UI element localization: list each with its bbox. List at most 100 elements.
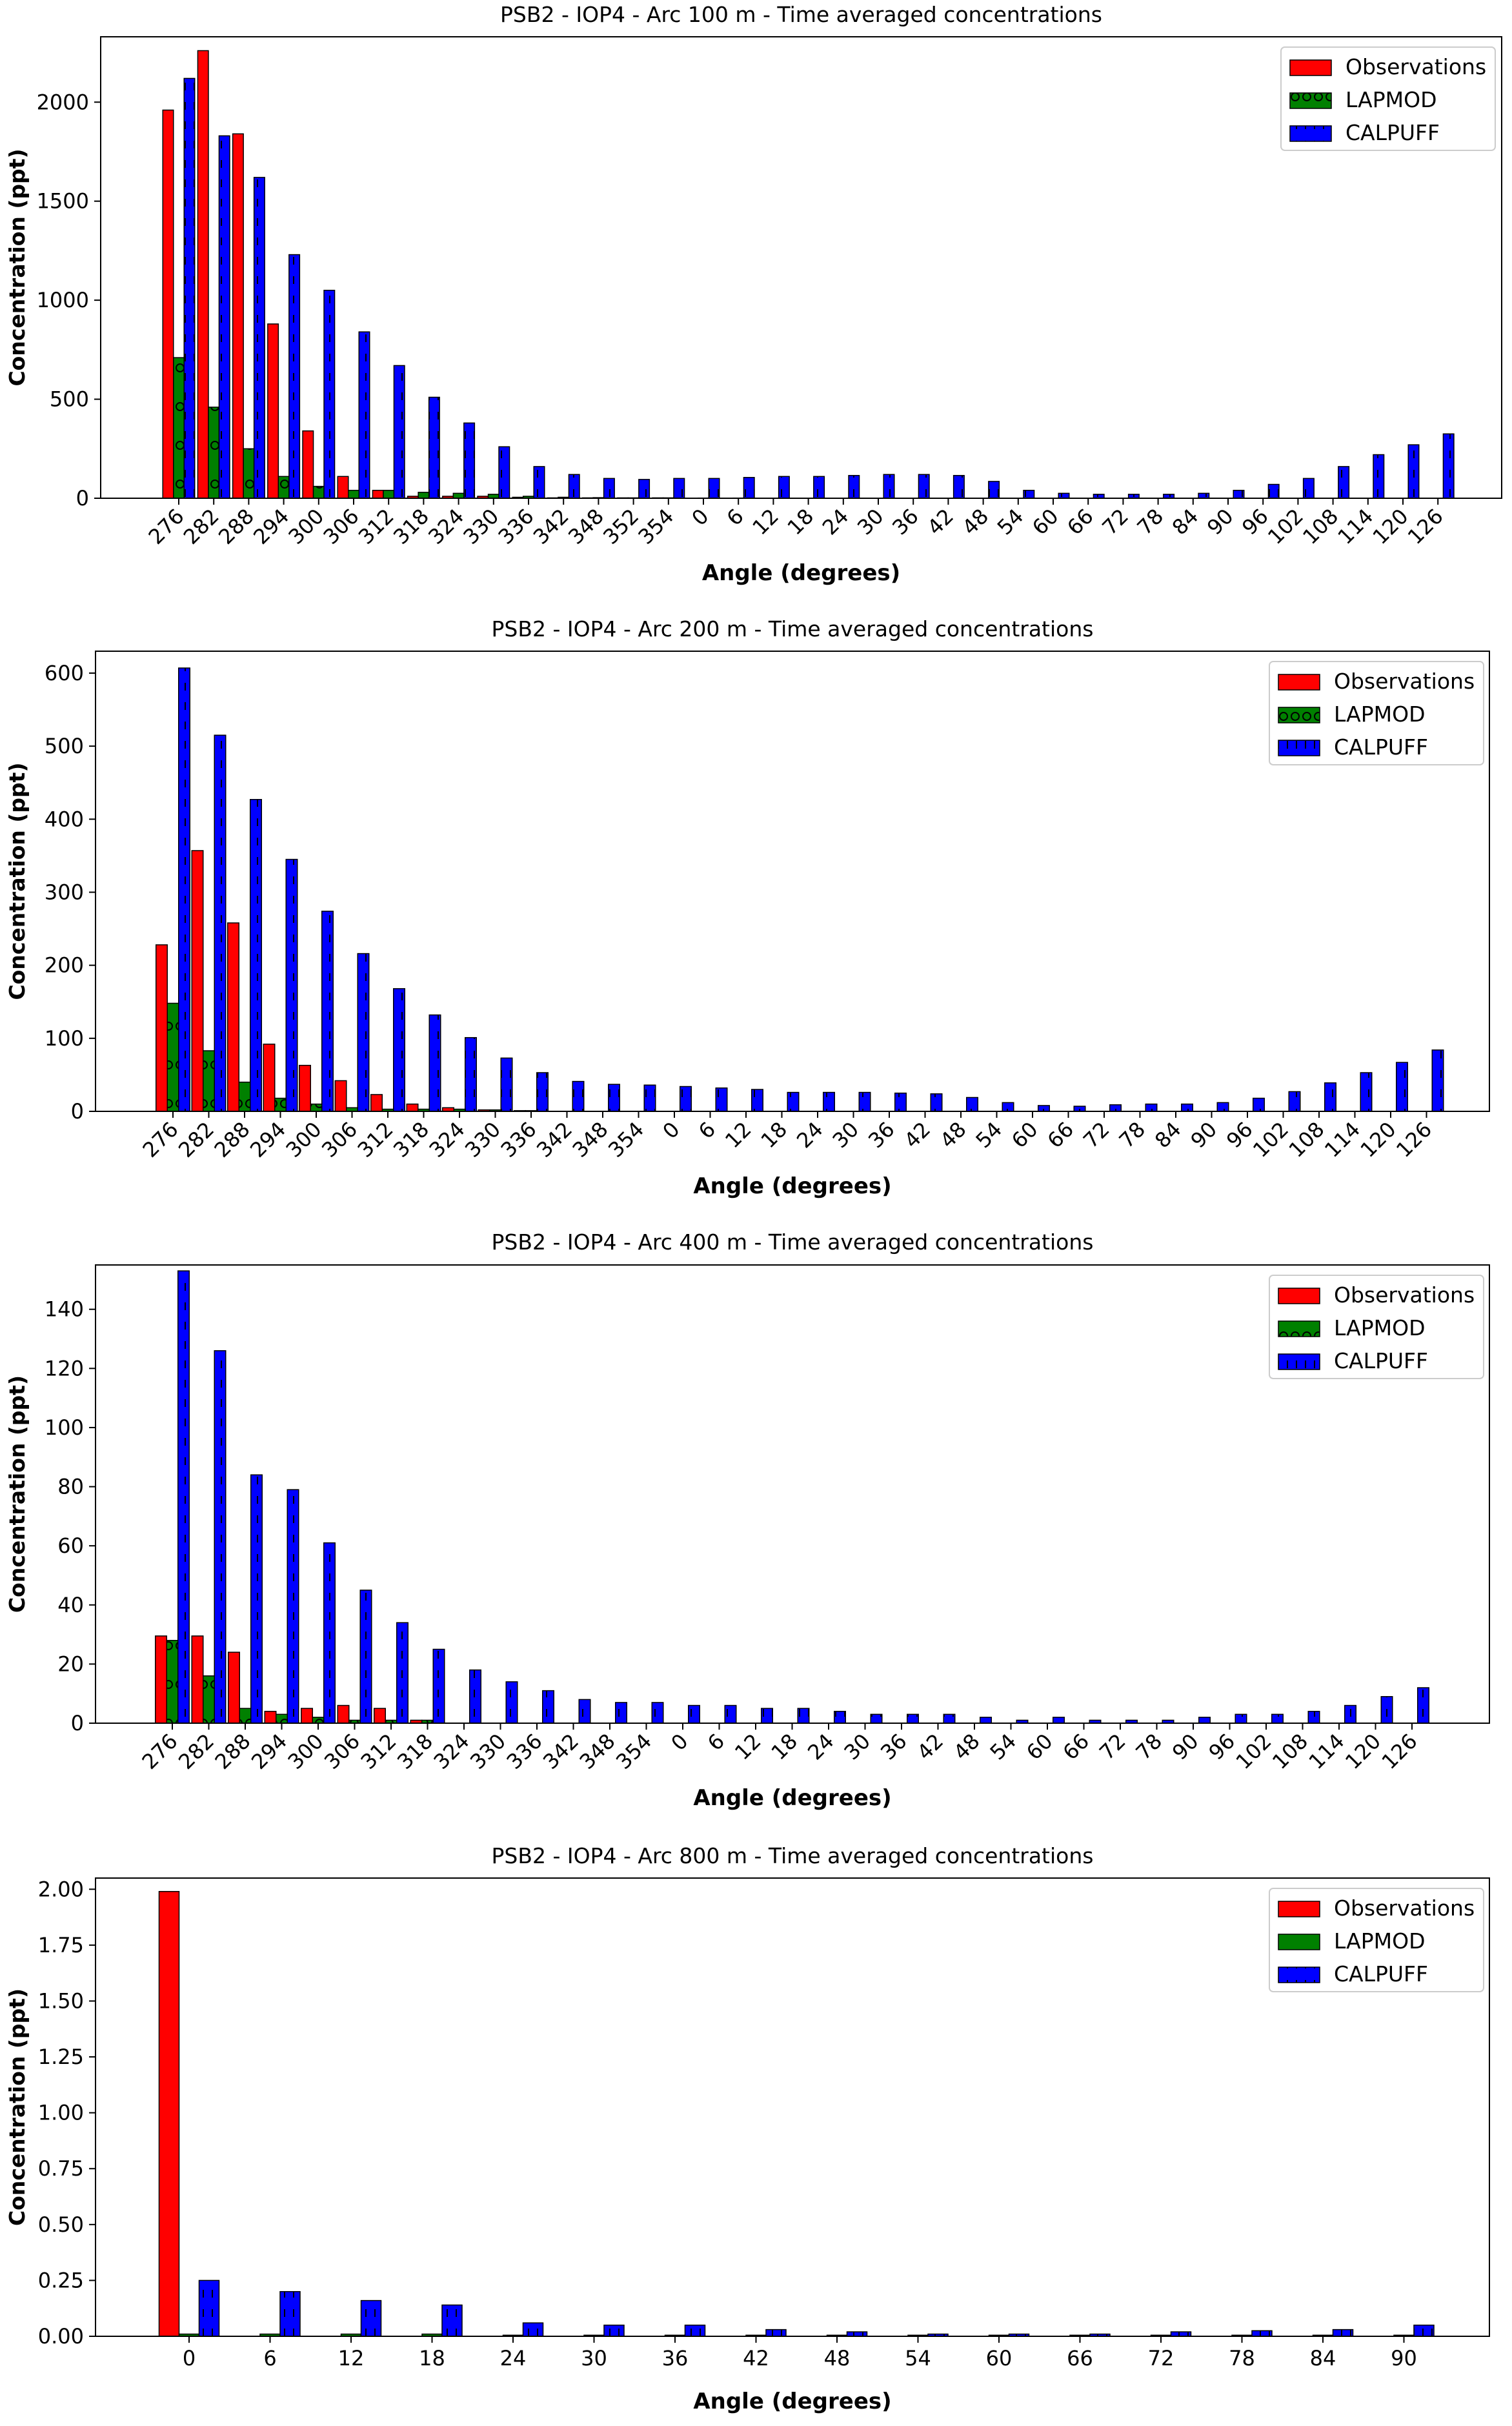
bar-hatch-calpuff-90: [1198, 1717, 1211, 1723]
bar-hatch-calpuff-318: [433, 1649, 445, 1723]
x-tick-label: 126: [1391, 1117, 1436, 1162]
bar-hatch-calpuff-288: [250, 1475, 263, 1723]
bar-hatch-lapmod-318: [418, 1109, 430, 1111]
legend-hatch-lapmod: [1278, 1321, 1320, 1337]
x-tick-label: 0: [666, 1729, 692, 1755]
legend-label-observations: Observations: [1346, 54, 1486, 79]
bar-hatch-calpuff-48: [980, 1717, 992, 1723]
legend-label-observations: Observations: [1334, 1895, 1475, 1921]
bar-hatch-calpuff-276: [177, 1271, 190, 1723]
x-tick-label: 276: [137, 1729, 183, 1774]
bar-hatch-calpuff-126: [1432, 1049, 1444, 1111]
bar-hatch-calpuff-24: [523, 2323, 543, 2336]
x-tick-label: 108: [1284, 1117, 1329, 1162]
x-tick-label: 294: [245, 1117, 290, 1162]
x-tick-label: 288: [210, 1729, 256, 1774]
bar-hatch-calpuff-18: [813, 476, 825, 498]
bar-observations-288[interactable]: [227, 922, 239, 1112]
legend-label-lapmod: LAPMOD: [1334, 1928, 1425, 1954]
x-tick-label: 36: [662, 2346, 689, 2370]
x-tick-label: 72: [1078, 1117, 1114, 1153]
bar-observations-306[interactable]: [337, 476, 349, 499]
bar-hatch-lapmod-282: [208, 407, 219, 498]
chart-panel-2: PSB2 - IOP4 - Arc 200 m - Time averaged …: [5, 616, 1490, 1199]
chart-panel-1: PSB2 - IOP4 - Arc 100 m - Time averaged …: [5, 2, 1502, 586]
bar-observations-282[interactable]: [191, 1635, 204, 1724]
bar-hatch-calpuff-312: [396, 1622, 408, 1723]
x-tick-label: 78: [1133, 504, 1169, 540]
bar-observations-312[interactable]: [372, 489, 384, 499]
legend: Observations LAPMOD CALPUFF: [1269, 1275, 1484, 1379]
bar-hatch-calpuff-72: [1109, 1104, 1122, 1111]
bar-observations-294[interactable]: [263, 1044, 276, 1112]
x-tick-label: 60: [1027, 504, 1063, 540]
bar-observations-282[interactable]: [191, 850, 204, 1112]
x-tick-label: 342: [529, 504, 574, 549]
bar-hatch-lapmod-312: [385, 1720, 397, 1723]
bar-hatch-lapmod-18: [422, 2334, 442, 2336]
bar-observations-294[interactable]: [267, 323, 279, 499]
bar-observations-276[interactable]: [156, 944, 168, 1112]
x-tick-label: 30: [852, 504, 889, 540]
bar-observations-282[interactable]: [197, 50, 209, 499]
legend-swatch-observations: [1278, 1288, 1320, 1304]
bar-hatch-calpuff-6: [280, 2291, 300, 2336]
x-tick-label: 18: [419, 2346, 445, 2370]
x-tick-label: 66: [1058, 1729, 1094, 1765]
chart-title: PSB2 - IOP4 - Arc 800 m - Time averaged …: [492, 1843, 1094, 1868]
bar-hatch-calpuff-90: [1217, 1102, 1229, 1111]
bar-observations-306[interactable]: [334, 1080, 347, 1112]
bar-observations-276[interactable]: [162, 109, 174, 499]
bar-hatch-calpuff-102: [1271, 1714, 1284, 1723]
bar-hatch-calpuff-282: [219, 136, 230, 498]
bar-hatch-calpuff-114: [1360, 1073, 1372, 1111]
x-tick-label: 0: [658, 1117, 684, 1144]
bar-hatch-calpuff-90: [1233, 490, 1244, 498]
x-tick-label: 330: [458, 504, 503, 549]
x-tick-label: 354: [603, 1117, 649, 1162]
bar-hatch-calpuff-72: [1128, 494, 1140, 498]
x-tick-label: 6: [694, 1117, 720, 1144]
bar-observations-0[interactable]: [158, 1891, 180, 2337]
x-tick-label: 102: [1231, 1729, 1276, 1774]
x-tick-label: 60: [1022, 1729, 1058, 1765]
x-tick-label: 6: [263, 2346, 276, 2370]
bar-hatch-calpuff-84: [1181, 1104, 1193, 1111]
bar-hatch-calpuff-0: [680, 1086, 692, 1111]
bar-observations-276[interactable]: [155, 1635, 167, 1724]
y-tick-label: 1500: [37, 189, 89, 214]
bar-observations-318[interactable]: [406, 1103, 419, 1112]
bar-hatch-calpuff-276: [184, 78, 195, 498]
bar-observations-306[interactable]: [337, 1704, 350, 1724]
y-tick-label: 0.75: [38, 2156, 84, 2181]
bar-hatch-calpuff-300: [323, 1542, 336, 1723]
x-tick-label: 306: [319, 1729, 365, 1774]
bar-hatch-calpuff-294: [287, 1490, 299, 1723]
bar-observations-312[interactable]: [370, 1094, 383, 1112]
bar-hatch-calpuff-36: [907, 1714, 919, 1723]
bar-observations-300[interactable]: [302, 430, 314, 499]
x-tick-label: 90: [1391, 2346, 1417, 2370]
x-tick-label: 102: [1248, 1117, 1293, 1162]
y-tick-label: 0.50: [38, 2212, 84, 2237]
bar-hatch-calpuff-6: [725, 1705, 736, 1723]
legend-label-calpuff: CALPUFF: [1334, 734, 1428, 760]
bar-observations-288[interactable]: [232, 133, 244, 499]
bar-hatch-lapmod-6: [260, 2334, 280, 2336]
bar-hatch-lapmod-294: [278, 476, 289, 498]
y-axis-label: Concentration (ppt): [5, 1988, 30, 2226]
x-tick-label: 42: [912, 1729, 948, 1765]
bar-observations-294[interactable]: [264, 1710, 277, 1724]
bar-hatch-calpuff-90: [1414, 2325, 1434, 2336]
y-tick-label: 0: [71, 1711, 84, 1735]
bar-observations-288[interactable]: [228, 1652, 240, 1724]
bar-hatch-lapmod-324: [453, 493, 464, 498]
bar-observations-300[interactable]: [301, 1708, 313, 1724]
bar-observations-300[interactable]: [299, 1064, 311, 1112]
bar-hatch-calpuff-48: [988, 481, 1000, 498]
bar-hatch-calpuff-276: [178, 668, 190, 1111]
bar-observations-312[interactable]: [374, 1708, 386, 1724]
bar-hatch-calpuff-318: [428, 397, 440, 498]
y-tick-label: 1.75: [38, 1933, 84, 1957]
bar-hatch-calpuff-354: [674, 478, 685, 498]
